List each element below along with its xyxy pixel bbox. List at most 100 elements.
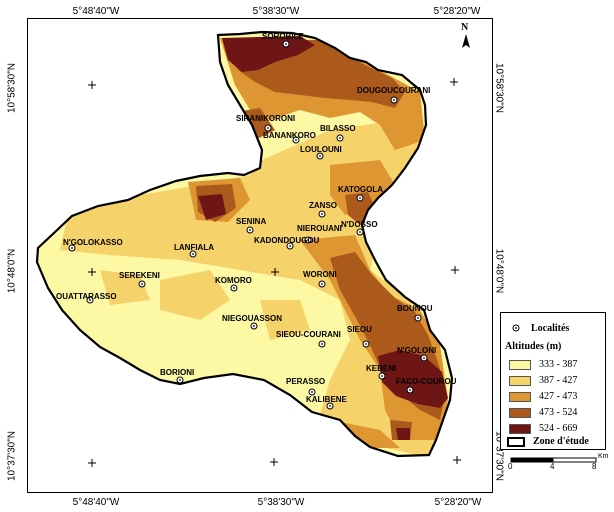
locality-marker-banankoro[interactable] [292, 136, 300, 144]
scale-tick-0: 0 [508, 462, 513, 471]
locality-marker-loulouni[interactable] [316, 152, 324, 160]
scale-tick-8: 8 [592, 462, 597, 471]
locality-markers [68, 40, 428, 410]
locality-marker-ouattarasso[interactable] [86, 296, 94, 304]
coord-right-2: 10°48'0"N [493, 248, 505, 294]
locality-marker-perasso[interactable] [308, 388, 316, 396]
locality-marker-siranikoroni[interactable] [264, 124, 272, 132]
locality-marker-woroni[interactable] [318, 280, 326, 288]
locality-label-zanso: ZANSO [309, 201, 337, 210]
legend-swatch-3 [509, 391, 531, 402]
coord-top-1: 5°48'40"W [72, 6, 120, 17]
locality-label-ouattarasso: OUATTARASSO [56, 292, 117, 301]
locality-marker-dougoucourani[interactable] [390, 96, 398, 104]
locality-marker-katogola[interactable] [356, 194, 364, 202]
legend-localites-label: Localités [531, 322, 570, 334]
locality-marker-n-dosso[interactable] [356, 228, 364, 236]
legend-class-3: 427 - 473 [509, 391, 577, 402]
legend-altitude-title: Altitudes (m) [505, 341, 561, 352]
legend-altitude-title-text: Altitudes (m) [505, 341, 562, 352]
legend: Localités Altitudes (m) 333 - 387 387 - … [500, 312, 606, 450]
locality-marker-bilasso[interactable] [336, 134, 344, 142]
locality-label-kalibene: KALIBENE [306, 395, 347, 404]
legend-swatch-2 [509, 375, 531, 386]
locality-label-perasso: PERASSO [286, 377, 326, 386]
legend-zone: Zone d'étude [507, 436, 589, 447]
legend-class-5-label: 524 - 669 [539, 423, 578, 434]
locality-marker-n-goloni[interactable] [420, 354, 428, 362]
legend-swatch-4 [509, 407, 531, 418]
legend-zone-swatch [507, 436, 525, 447]
legend-swatch-5 [509, 423, 531, 434]
legend-class-3-label: 427 - 473 [539, 391, 578, 402]
locality-marker-serekeni[interactable] [138, 280, 146, 288]
coord-bottom-2: 5°38'30"W [257, 497, 305, 508]
locality-label-kadondougou: KADONDOUGOU [254, 236, 320, 245]
locality-label-serekeni: SEREKENI [119, 271, 160, 280]
locality-label-dougoucourani: DOUGOUCOURANI [357, 86, 431, 95]
locality-marker-borioni[interactable] [176, 376, 184, 384]
locality-label-borioni: BORIONI [160, 368, 195, 377]
locality-label-kebeni: KEBENI [366, 364, 397, 373]
locality-label-katogola: KATOGOLA [338, 185, 384, 194]
locality-marker-bounou[interactable] [414, 314, 422, 322]
locality-label-woroni: WORONI [303, 270, 337, 279]
locality-label-banankoro: BANANKORO [263, 131, 316, 140]
coord-left-2: 10°48'0"N [6, 248, 18, 294]
locality-label-lanfiala: LANFIALA [174, 243, 214, 252]
locality-marker-sorobile[interactable] [282, 40, 290, 48]
locality-marker-kalibene[interactable] [326, 402, 334, 410]
north-label: N [461, 22, 469, 33]
locality-marker-niegouasson[interactable] [250, 322, 258, 330]
legend-class-1: 333 - 387 [509, 359, 577, 370]
locality-marker-nierouani[interactable] [304, 236, 312, 244]
north-arrow-icon [462, 34, 470, 48]
legend-class-4: 473 - 524 [509, 407, 577, 418]
locality-label-siranikoroni: SIRANIKORONI [236, 114, 296, 123]
legend-class-4-label: 473 - 524 [539, 407, 578, 418]
locality-symbol-icon [512, 324, 520, 332]
locality-marker-sieou-courani[interactable] [318, 340, 326, 348]
graticule-crosses [88, 78, 461, 467]
locality-label-faco-courou: FACO-COUROU [396, 377, 457, 386]
locality-label-bounou: BOUNOU [397, 304, 433, 313]
locality-marker-n-golokasso[interactable] [68, 244, 76, 252]
legend-class-2-label: 387 - 427 [539, 375, 578, 386]
coord-left-1: 10°58'30"N [6, 62, 18, 114]
locality-marker-zanso[interactable] [318, 210, 326, 218]
legend-localites: Localités [509, 322, 569, 334]
locality-marker-komoro[interactable] [230, 284, 238, 292]
legend-swatch-1 [509, 359, 531, 370]
coord-bottom-3: 5°28'20"W [434, 497, 482, 508]
locality-label-niegouasson: NIEGOUASSON [222, 314, 283, 323]
locality-marker-kebeni[interactable] [378, 372, 386, 380]
locality-label-sorobile: SOROBILE [262, 32, 304, 41]
scale-unit: Km [598, 453, 609, 460]
scale-bar-graphic [510, 457, 597, 463]
coord-top-2: 5°38'30"W [252, 6, 300, 17]
scale-bar: 0 4 8 Km [508, 452, 609, 497]
locality-label-komoro: KOMORO [215, 276, 252, 285]
scale-tick-4: 4 [550, 462, 555, 471]
coord-left-3: 10°37'30"N [6, 430, 18, 482]
locality-label-senina: SENINA [236, 217, 267, 226]
locality-label-bilasso: BILASSO [320, 124, 356, 133]
locality-label-n-dosso: N'DOSSO [341, 220, 378, 229]
locality-label-sieou-courani: SIEOU-COURANI [276, 330, 341, 339]
locality-label-n-goloni: N'GOLONI [397, 346, 437, 355]
locality-label-sieou: SIEOU [347, 325, 372, 334]
legend-class-1-label: 333 - 387 [539, 359, 578, 370]
locality-marker-senina[interactable] [246, 226, 254, 234]
locality-marker-lanfiala[interactable] [189, 250, 197, 258]
legend-class-5: 524 - 669 [509, 423, 577, 434]
locality-marker-kadondougou[interactable] [286, 242, 294, 250]
legend-class-2: 387 - 427 [509, 375, 577, 386]
locality-marker-faco-courou[interactable] [406, 386, 414, 394]
locality-label-nierouani: NIEROUANI [297, 224, 342, 233]
locality-marker-sieou[interactable] [362, 340, 370, 348]
legend-zone-label: Zone d'étude [533, 436, 589, 447]
locality-label-loulouni: LOULOUNI [300, 145, 342, 154]
coord-top-3: 5°28'20"W [433, 6, 481, 17]
locality-label-n-golokasso: N'GOLOKASSO [63, 238, 123, 247]
